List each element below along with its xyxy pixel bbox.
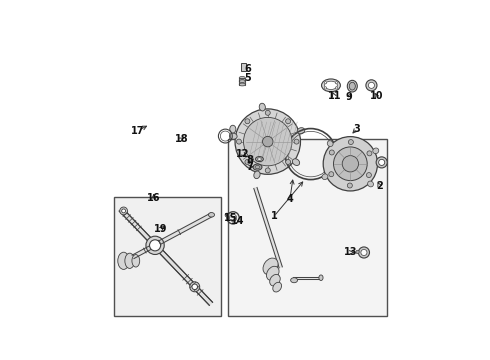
Text: 14: 14: [231, 216, 245, 226]
Ellipse shape: [297, 128, 305, 134]
Ellipse shape: [259, 103, 266, 111]
Ellipse shape: [255, 166, 260, 169]
Circle shape: [192, 284, 197, 289]
Ellipse shape: [239, 76, 245, 79]
Ellipse shape: [267, 266, 279, 280]
Circle shape: [358, 247, 369, 258]
Text: 6: 6: [245, 64, 251, 74]
Ellipse shape: [347, 80, 357, 92]
Ellipse shape: [239, 80, 245, 82]
Ellipse shape: [368, 181, 373, 187]
Bar: [227, 139, 387, 316]
Circle shape: [347, 183, 352, 188]
Text: 10: 10: [370, 91, 384, 102]
Circle shape: [245, 159, 250, 165]
Ellipse shape: [321, 79, 341, 92]
Text: 15: 15: [224, 213, 238, 224]
Ellipse shape: [319, 275, 323, 280]
Circle shape: [379, 159, 385, 166]
Ellipse shape: [230, 125, 236, 133]
Ellipse shape: [239, 83, 245, 86]
Ellipse shape: [132, 255, 140, 267]
Circle shape: [324, 82, 327, 84]
Circle shape: [265, 110, 270, 115]
Polygon shape: [119, 208, 213, 305]
Ellipse shape: [291, 278, 297, 283]
Ellipse shape: [270, 274, 280, 286]
Ellipse shape: [373, 148, 379, 154]
Circle shape: [122, 209, 125, 213]
Circle shape: [342, 156, 359, 172]
Text: 13: 13: [343, 247, 357, 257]
Circle shape: [335, 82, 338, 84]
Circle shape: [329, 150, 334, 155]
Polygon shape: [239, 78, 245, 85]
Ellipse shape: [208, 212, 215, 217]
Circle shape: [367, 172, 371, 177]
Text: 12: 12: [236, 149, 249, 158]
Circle shape: [235, 109, 300, 174]
Circle shape: [149, 240, 161, 251]
Circle shape: [329, 172, 334, 177]
Circle shape: [368, 82, 374, 89]
Circle shape: [323, 136, 377, 191]
Circle shape: [356, 250, 359, 253]
Text: 18: 18: [175, 134, 189, 144]
Text: 3: 3: [353, 124, 360, 134]
Polygon shape: [254, 188, 282, 268]
Text: 11: 11: [327, 91, 341, 102]
Ellipse shape: [118, 252, 129, 269]
Circle shape: [237, 139, 242, 144]
Ellipse shape: [253, 164, 262, 170]
Text: 7: 7: [246, 162, 253, 172]
Ellipse shape: [349, 82, 355, 90]
Text: 16: 16: [147, 193, 160, 203]
Circle shape: [376, 157, 387, 168]
Circle shape: [265, 168, 270, 173]
Circle shape: [245, 119, 250, 124]
Circle shape: [324, 87, 327, 89]
Circle shape: [361, 249, 367, 256]
Circle shape: [190, 282, 200, 292]
Text: 1: 1: [270, 211, 277, 221]
Circle shape: [366, 80, 377, 91]
Ellipse shape: [327, 141, 333, 147]
Circle shape: [263, 136, 273, 147]
Text: 4: 4: [287, 194, 294, 204]
Text: 9: 9: [345, 92, 352, 102]
Ellipse shape: [293, 159, 299, 166]
Ellipse shape: [273, 282, 282, 292]
Text: 19: 19: [154, 224, 168, 234]
Text: 8: 8: [246, 155, 253, 165]
Polygon shape: [132, 213, 213, 258]
Ellipse shape: [229, 133, 237, 139]
Bar: [241, 63, 246, 71]
Circle shape: [146, 236, 164, 255]
Circle shape: [286, 159, 291, 165]
Circle shape: [348, 140, 353, 145]
Text: 17: 17: [131, 126, 145, 135]
Circle shape: [244, 117, 292, 166]
Ellipse shape: [125, 253, 135, 269]
Text: 5: 5: [245, 73, 251, 84]
Bar: [114, 197, 220, 316]
Polygon shape: [293, 276, 320, 279]
Circle shape: [367, 151, 372, 156]
Ellipse shape: [258, 158, 261, 160]
Circle shape: [294, 139, 299, 144]
Ellipse shape: [324, 81, 337, 90]
Text: 2: 2: [376, 181, 383, 191]
Circle shape: [225, 213, 229, 217]
Circle shape: [120, 207, 127, 215]
Ellipse shape: [322, 174, 328, 180]
Ellipse shape: [263, 258, 278, 275]
Ellipse shape: [256, 157, 263, 162]
Circle shape: [335, 87, 338, 89]
Circle shape: [286, 119, 291, 124]
Circle shape: [334, 147, 367, 181]
Ellipse shape: [254, 171, 260, 179]
